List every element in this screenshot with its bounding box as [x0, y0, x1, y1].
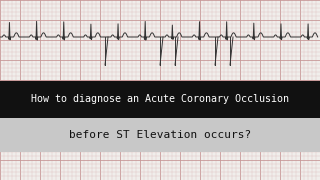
Text: before ST Elevation occurs?: before ST Elevation occurs? [69, 130, 251, 140]
Bar [0, 81, 320, 118]
Bar [0, 118, 320, 152]
Text: How to diagnose an Acute Coronary Occlusion: How to diagnose an Acute Coronary Occlus… [31, 94, 289, 104]
